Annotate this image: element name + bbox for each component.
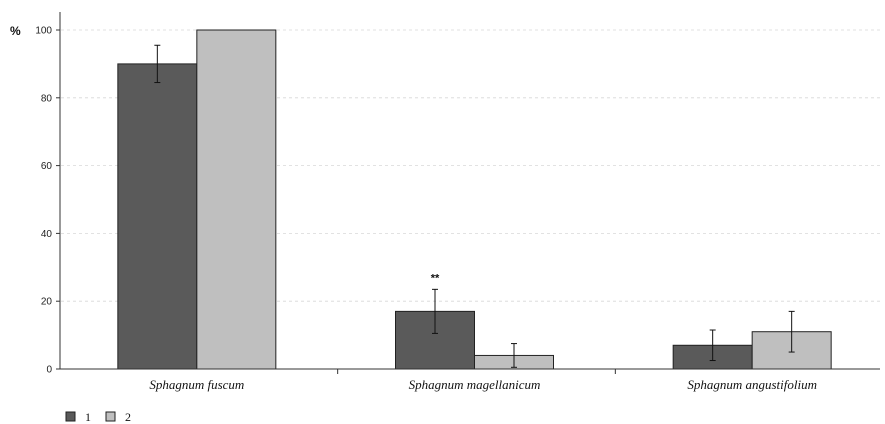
category-label: Sphagnum angustifolium xyxy=(687,377,817,392)
legend-label: 1 xyxy=(85,410,91,424)
category-label: Sphagnum magellanicum xyxy=(409,377,541,392)
y-tick-label: 60 xyxy=(41,161,53,172)
category-label: Sphagnum fuscum xyxy=(149,377,244,392)
bar-series-1 xyxy=(117,63,198,370)
labels: 0 20 40 60 80 100% Sphagnum fuscum Sphagnum mag… xyxy=(10,24,817,392)
axes xyxy=(56,12,880,374)
bar-series-2 xyxy=(196,29,277,370)
y-axis-unit: % xyxy=(10,24,21,38)
y-tick-label: 100 xyxy=(35,26,52,37)
bar-series-1 xyxy=(395,310,475,370)
legend-swatch xyxy=(105,411,116,422)
grid-lines xyxy=(61,29,880,302)
legend-swatch xyxy=(65,411,76,422)
y-tick-label: 80 xyxy=(41,93,53,104)
y-tick-label: 0 xyxy=(46,365,52,376)
bars xyxy=(117,29,832,370)
error-bars xyxy=(154,44,795,368)
y-tick-label: 20 xyxy=(41,297,53,308)
y-tick-label: 40 xyxy=(41,229,53,240)
significance-annotation: ** xyxy=(431,272,440,284)
legend-label: 2 xyxy=(125,410,131,424)
